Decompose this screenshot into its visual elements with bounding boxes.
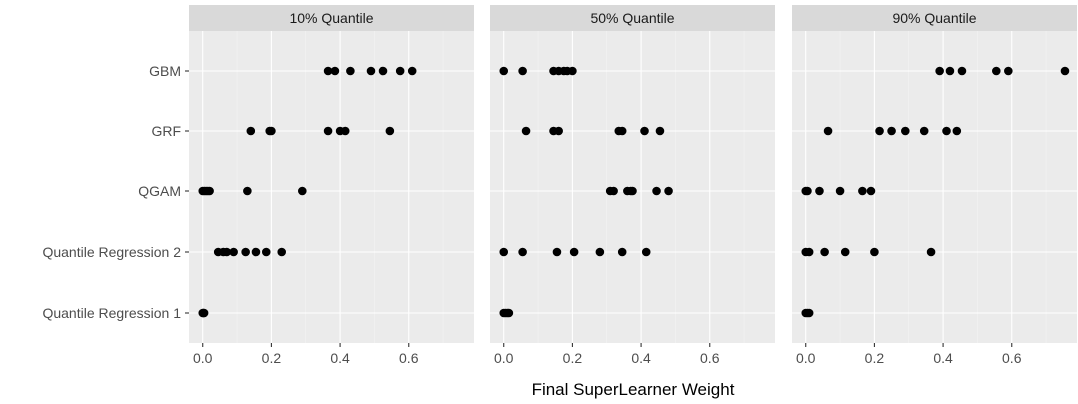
data-point	[340, 126, 350, 136]
data-point	[655, 126, 665, 136]
data-point	[554, 126, 563, 136]
data-point	[870, 247, 879, 257]
data-point	[569, 247, 579, 257]
facet-title: 10% Quantile	[289, 10, 373, 26]
data-point	[229, 247, 238, 257]
data-point	[815, 186, 824, 196]
data-point	[1060, 66, 1070, 76]
data-point	[568, 66, 577, 76]
data-point	[504, 308, 514, 318]
y-tick-label: Quantile Regression 1	[42, 305, 181, 321]
y-tick-label: Quantile Regression 2	[42, 244, 181, 260]
x-tick-label: 0.0	[796, 350, 816, 366]
data-point	[395, 66, 405, 76]
data-point	[945, 66, 955, 76]
data-point	[803, 186, 812, 196]
facet-panel: 50% Quantile 0.0 0.2 0.4 0.6	[490, 5, 775, 366]
data-point	[298, 186, 307, 196]
data-point	[858, 186, 867, 196]
data-point	[919, 126, 929, 136]
data-point	[640, 126, 649, 136]
x-tick-label: 0.6	[700, 350, 720, 366]
data-point	[518, 66, 527, 76]
y-tick-label: GBM	[149, 63, 181, 79]
x-tick-label: 0.2	[563, 350, 583, 366]
panel-background	[792, 31, 1077, 343]
data-point	[641, 247, 651, 257]
data-point	[499, 66, 509, 76]
x-tick-label: 0.4	[933, 350, 953, 366]
data-point	[385, 126, 395, 136]
data-point	[277, 247, 287, 257]
data-point	[992, 66, 1001, 76]
facet-panel: 90% Quantile 0.0 0.2 0.4 0.6	[792, 5, 1077, 366]
data-point	[267, 126, 276, 136]
data-point	[521, 126, 531, 136]
y-axis: GBM GRF QGAM Quantile Regression 2 Quantile …	[42, 63, 189, 321]
data-point	[251, 247, 261, 257]
data-point	[617, 247, 627, 257]
facet-title: 90% Quantile	[892, 10, 976, 26]
data-point	[205, 186, 214, 196]
data-point	[804, 308, 814, 318]
y-tick-label: QGAM	[138, 183, 181, 199]
facet-strip	[792, 5, 1077, 31]
data-point	[935, 66, 944, 76]
data-point	[407, 66, 417, 76]
data-point	[664, 186, 673, 196]
x-tick-label: 0.6	[399, 350, 419, 366]
data-point	[957, 66, 967, 76]
data-point	[499, 247, 509, 257]
data-point	[246, 126, 256, 136]
data-point	[518, 247, 527, 257]
data-point	[366, 66, 376, 76]
facet-panel: 10% Quantile 0.0 0.2 0.4 0.6	[189, 5, 474, 366]
x-tick-label: 0.0	[193, 350, 213, 366]
facet-strip	[490, 5, 775, 31]
panels: 10% Quantile 0.0 0.2 0.4 0.6 50% Quantile 0.0 0…	[189, 5, 1077, 366]
data-point	[952, 126, 962, 136]
x-tick-label: 0.4	[330, 350, 350, 366]
x-tick-label: 0.0	[494, 350, 514, 366]
data-point	[323, 66, 333, 76]
data-point	[652, 186, 661, 196]
data-point	[835, 186, 845, 196]
data-point	[820, 247, 829, 257]
x-tick-label: 0.2	[262, 350, 282, 366]
data-point	[1004, 66, 1013, 76]
data-point	[241, 247, 250, 257]
facet-strip	[189, 5, 474, 31]
x-axis-title: Final SuperLearner Weight	[532, 380, 735, 399]
data-point	[378, 66, 388, 76]
x-tick-label: 0.2	[865, 350, 885, 366]
data-point	[595, 247, 605, 257]
facet-title: 50% Quantile	[590, 10, 674, 26]
data-point	[866, 186, 876, 196]
data-point	[346, 66, 355, 76]
y-tick-label: GRF	[151, 123, 181, 139]
data-point	[617, 126, 627, 136]
data-point	[609, 186, 618, 196]
x-tick-label: 0.4	[631, 350, 651, 366]
data-point	[887, 126, 896, 136]
data-point	[942, 126, 951, 136]
x-tick-label: 0.6	[1002, 350, 1022, 366]
data-point	[261, 247, 271, 257]
data-point	[840, 247, 850, 257]
data-point	[628, 186, 637, 196]
data-point	[330, 66, 340, 76]
data-point	[552, 247, 562, 257]
data-point	[901, 126, 910, 136]
data-point	[222, 247, 232, 257]
data-point	[926, 247, 936, 257]
panel-background	[189, 31, 474, 343]
data-point	[199, 308, 209, 318]
data-point	[823, 126, 833, 136]
data-point	[804, 247, 814, 257]
data-point	[243, 186, 252, 196]
data-point	[875, 126, 884, 136]
data-point	[323, 126, 333, 136]
